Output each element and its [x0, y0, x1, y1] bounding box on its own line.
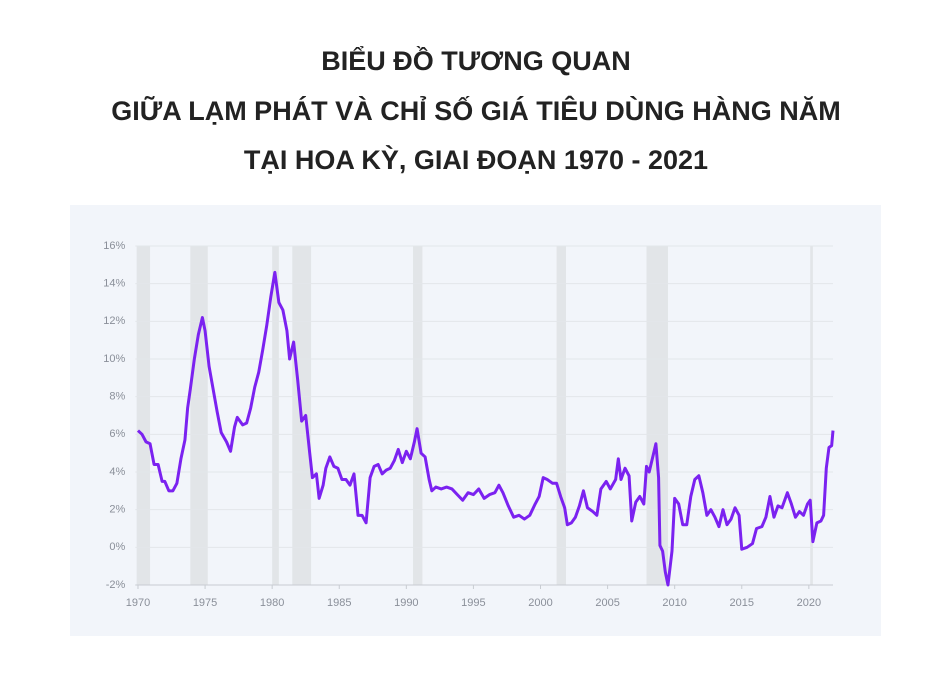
- recession-band: [556, 246, 566, 585]
- chart-title: BIỂU ĐỒ TƯƠNG QUAN: [321, 45, 630, 76]
- x-tick-label: 2010: [662, 597, 686, 609]
- data-line: [136, 270, 835, 587]
- x-tick-label: 1995: [461, 597, 485, 609]
- chart-title: GIỮA LẠM PHÁT VÀ CHỈ SỐ GIÁ TIÊU DÙNG HÀ…: [111, 94, 840, 126]
- recession-band: [413, 246, 423, 585]
- x-tick-label: 1970: [126, 597, 150, 609]
- x-tick-label: 2000: [528, 597, 552, 609]
- recession-band: [136, 246, 151, 585]
- recession-band: [810, 246, 813, 585]
- y-tick-label: 8%: [109, 391, 125, 403]
- y-tick-label: 10%: [103, 353, 125, 365]
- x-tick-label: 1975: [193, 597, 217, 609]
- y-tick-label: -2%: [106, 579, 126, 591]
- y-tick-label: 4%: [109, 466, 125, 478]
- y-tick-label: 16%: [103, 240, 125, 252]
- y-tick-label: 2%: [109, 504, 125, 516]
- y-tick-label: 12%: [103, 315, 125, 327]
- y-tick-label: 0%: [109, 541, 125, 553]
- x-tick-label: 1980: [260, 597, 284, 609]
- x-tick-label: 1985: [327, 597, 351, 609]
- x-tick-label: 2020: [797, 597, 821, 609]
- x-tick-label: 1990: [394, 597, 418, 609]
- x-tick-label: 2015: [730, 597, 754, 609]
- y-tick-label: 6%: [109, 428, 125, 440]
- y-tick-label: 14%: [103, 278, 125, 290]
- x-tick-label: 2005: [595, 597, 619, 609]
- recession-band: [190, 246, 208, 585]
- recession-band: [646, 246, 668, 585]
- recession-band: [272, 246, 279, 585]
- chart-title: TẠI HOA KỲ, GIAI ĐOẠN 1970 - 2021: [244, 144, 708, 175]
